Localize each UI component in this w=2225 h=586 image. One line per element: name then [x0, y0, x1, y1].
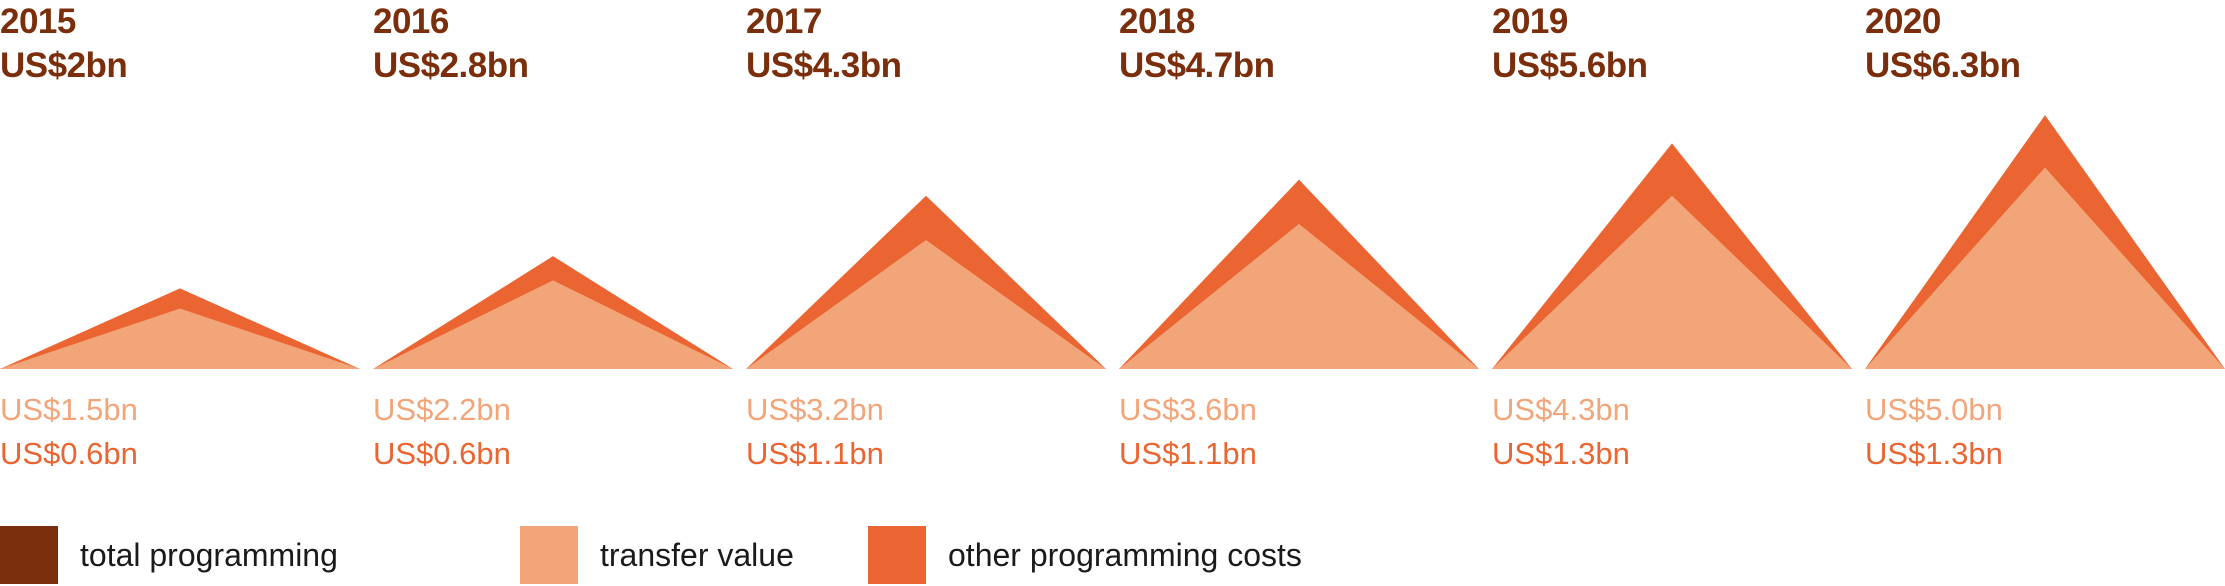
year-panel-2016: 2016 US$2.8bn US$2.2bn US$0.6bn — [373, 0, 733, 471]
total-value-label-2019: US$5.6bn — [1492, 46, 1648, 85]
transfer-value-label-2020: US$5.0bn — [1865, 392, 2003, 427]
year-panel-2018: 2018 US$4.7bn US$3.6bn US$1.1bn — [1119, 0, 1479, 471]
transfer-value-label-2016: US$2.2bn — [373, 392, 511, 427]
legend-label-other: other programming costs — [948, 537, 1302, 573]
transfer-value-label-2019: US$4.3bn — [1492, 392, 1630, 427]
year-panel-2019: 2019 US$5.6bn US$4.3bn US$1.3bn — [1492, 0, 1852, 471]
other-cost-label-2015: US$0.6bn — [0, 436, 138, 471]
total-value-label-2016: US$2.8bn — [373, 46, 529, 85]
transfer-value-label-2017: US$3.2bn — [746, 392, 884, 427]
year-label-2017: 2017 — [746, 2, 822, 41]
other-cost-label-2020: US$1.3bn — [1865, 436, 2003, 471]
triangle-transfer-2018 — [1119, 223, 1479, 369]
total-value-label-2017: US$4.3bn — [746, 46, 902, 85]
triangle-transfer-2015 — [0, 308, 360, 369]
legend-swatch-other — [868, 526, 926, 584]
transfer-value-label-2018: US$3.6bn — [1119, 392, 1257, 427]
other-cost-label-2018: US$1.1bn — [1119, 436, 1257, 471]
legend-swatch-transfer — [520, 526, 578, 584]
year-label-2016: 2016 — [373, 2, 449, 41]
year-panel-2017: 2017 US$4.3bn US$3.2bn US$1.1bn — [746, 0, 1106, 471]
year-panel-2015: 2015 US$2bn US$1.5bn US$0.6bn — [0, 0, 360, 471]
legend-label-total: total programming — [80, 537, 338, 573]
total-value-label-2020: US$6.3bn — [1865, 46, 2021, 85]
year-label-2020: 2020 — [1865, 2, 1941, 41]
transfer-value-label-2015: US$1.5bn — [0, 392, 138, 427]
other-cost-label-2017: US$1.1bn — [746, 436, 884, 471]
triangle-transfer-2017 — [746, 240, 1106, 369]
year-label-2018: 2018 — [1119, 2, 1195, 41]
year-label-2019: 2019 — [1492, 2, 1568, 41]
triangle-transfer-2020 — [1865, 167, 2225, 369]
legend-label-transfer: transfer value — [600, 537, 794, 573]
year-panel-2020: 2020 US$6.3bn US$5.0bn US$1.3bn — [1865, 0, 2225, 471]
triangle-transfer-2016 — [373, 280, 733, 369]
total-value-label-2015: US$2bn — [0, 46, 128, 85]
triangle-transfer-2019 — [1492, 195, 1852, 369]
year-label-2015: 2015 — [0, 2, 76, 41]
other-cost-label-2016: US$0.6bn — [373, 436, 511, 471]
other-cost-label-2019: US$1.3bn — [1492, 436, 1630, 471]
legend-swatch-total — [0, 526, 58, 584]
total-value-label-2018: US$4.7bn — [1119, 46, 1275, 85]
